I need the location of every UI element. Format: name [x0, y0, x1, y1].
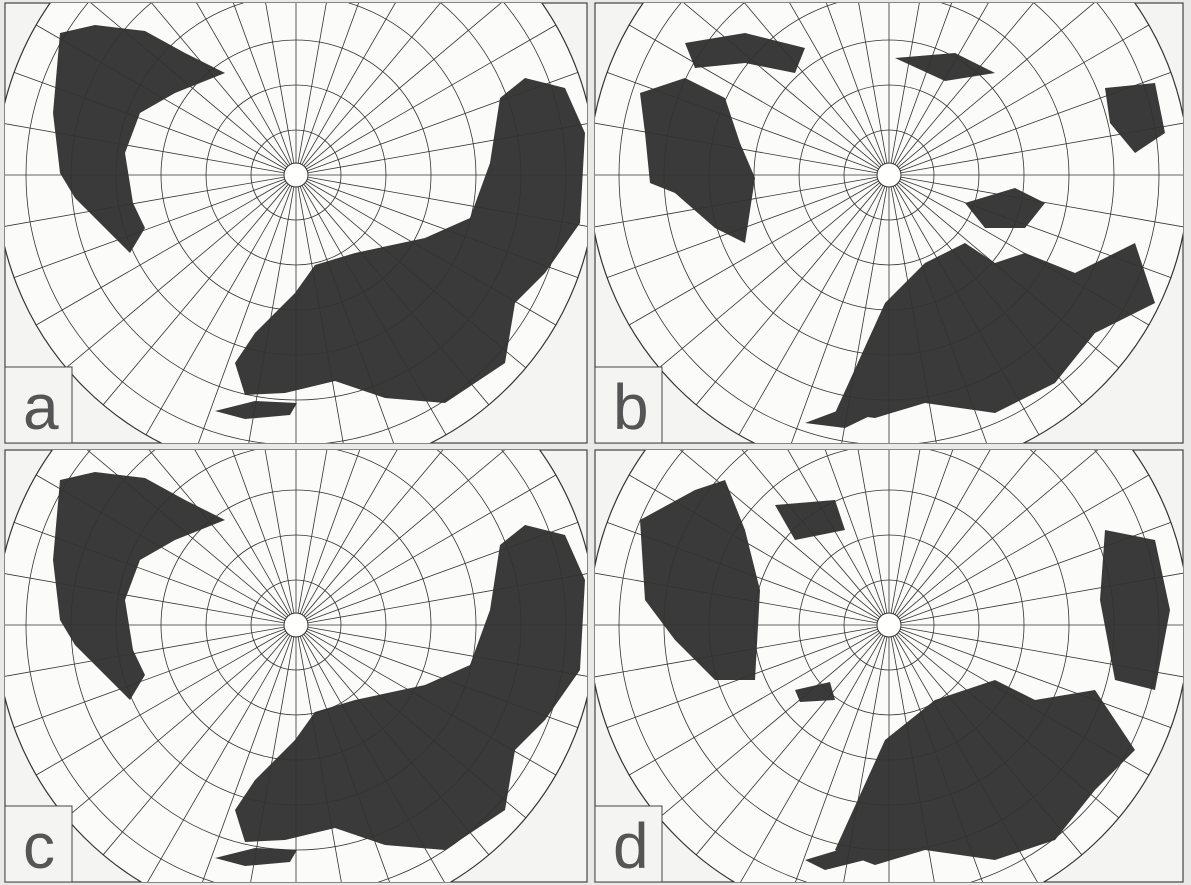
figure: a b c d — [0, 0, 1191, 885]
panel-label: c — [23, 810, 55, 882]
map-panel: a — [0, 0, 596, 475]
pole — [877, 613, 901, 637]
page: abcd (() => { const data = JSON.parse(do… — [0, 0, 1191, 885]
panel-label: d — [613, 810, 649, 882]
pole — [284, 613, 308, 637]
pole — [877, 163, 901, 187]
panel-label: b — [613, 371, 649, 443]
map-panel: b — [589, 0, 1189, 475]
pole — [284, 163, 308, 187]
panel-label: a — [23, 371, 59, 443]
